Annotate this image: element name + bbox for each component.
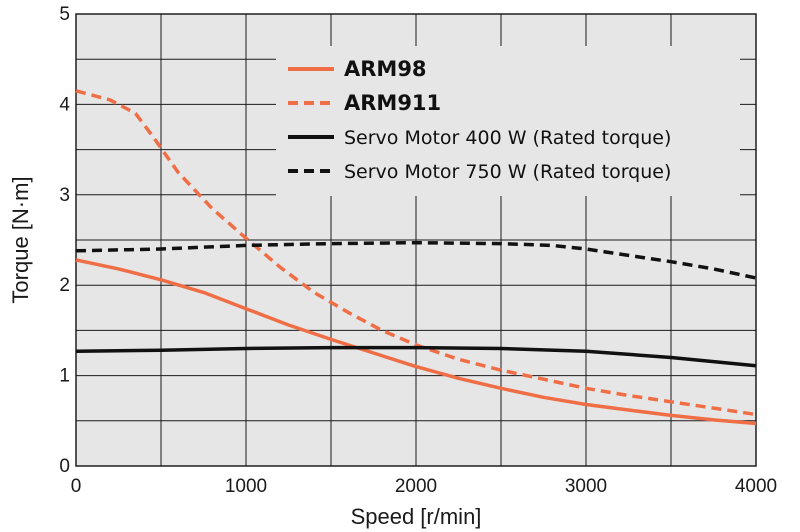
legend-label: Servo Motor 750 W (Rated torque) <box>344 161 671 183</box>
legend-background <box>276 46 740 196</box>
legend-label: Servo Motor 400 W (Rated torque) <box>344 127 671 149</box>
legend-label: ARM98 <box>344 57 427 81</box>
y-tick-label: 3 <box>59 185 70 206</box>
tick-labels: 0 1000 2000 3000 4000 0 1 2 3 4 5 <box>59 4 777 497</box>
series-line-2 <box>75 89 757 417</box>
series-layer <box>75 89 757 426</box>
y-axis-title: Torque [N·m] <box>8 176 33 303</box>
x-axis-title: Speed [r/min] <box>351 504 482 529</box>
y-tick-label: 5 <box>59 4 70 25</box>
plot-frame <box>75 13 757 467</box>
y-tick-label: 4 <box>59 94 70 115</box>
series-line-3 <box>75 345 757 368</box>
series-line-1 <box>75 258 757 426</box>
legend-label: ARM911 <box>344 91 441 115</box>
x-tick-label: 0 <box>71 476 82 497</box>
x-tick-label: 1000 <box>225 476 267 497</box>
y-tick-label: 0 <box>59 456 70 477</box>
x-tick-label: 4000 <box>735 476 777 497</box>
y-tick-label: 1 <box>59 366 70 387</box>
y-tick-label: 2 <box>59 275 70 296</box>
legend: ARM98 ARM911 Servo Motor 400 W (Rated torq… <box>288 57 671 183</box>
x-tick-label: 3000 <box>565 476 607 497</box>
x-tick-label: 2000 <box>395 476 437 497</box>
series-line-4 <box>75 240 757 280</box>
